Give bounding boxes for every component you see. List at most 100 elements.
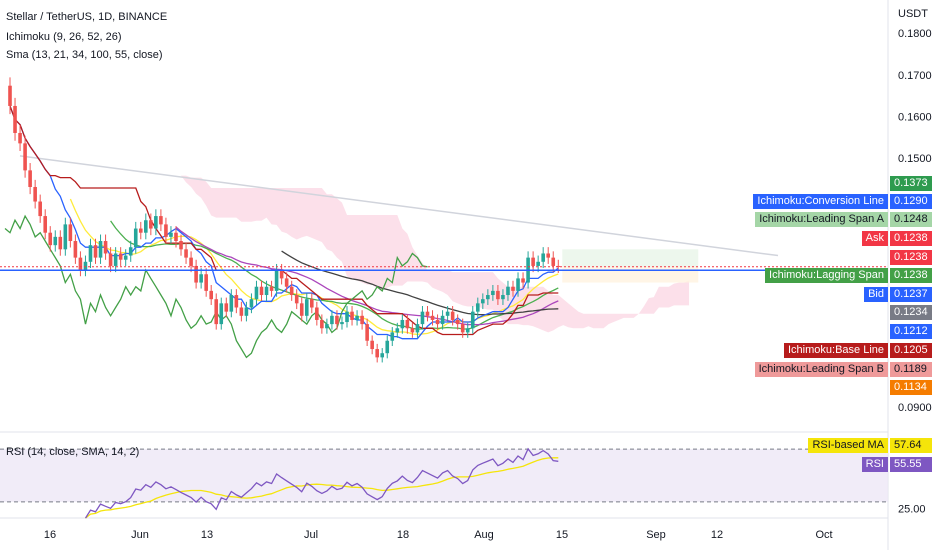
candle-body [98,241,103,258]
candle-body [144,220,148,233]
candle-body [209,290,213,300]
price-tag-value: 0.1373 [890,176,932,191]
candle-body [450,311,455,320]
price-tag-value: 0.1238 [890,231,932,246]
candle-body [249,299,254,308]
candle-body [541,253,545,262]
date-tick-label: 16 [44,529,56,541]
candle-body [491,290,495,296]
candle-body [536,261,540,266]
candle-body [133,228,138,248]
candle-body [400,319,405,329]
rsi-tag-label: RSI-based MA [808,438,888,453]
candle-body [546,253,551,258]
candle-body [325,324,329,329]
price-tag-value: 0.1234 [890,305,932,320]
price-tag-value: 0.1290 [890,194,932,209]
candle-body [420,311,425,325]
price-tag-value: 0.1189 [890,362,932,377]
candle-body [154,216,158,229]
candle-body [430,315,435,320]
candle-body [365,324,369,341]
date-tick-label: 12 [711,529,723,541]
candle-body [501,295,505,300]
price-tag-value: 0.1237 [890,287,932,302]
candle-body [219,303,224,325]
price-tick-label: 0.1700 [898,70,932,82]
candle-body [551,257,556,266]
currency-label: USDT [898,8,928,20]
candle-body [118,253,123,260]
price-tag-value: 0.1212 [890,324,932,339]
candle-body [496,290,500,300]
candle-body [511,286,515,291]
price-tag-label: Ichimoku:Leading Span B [754,362,888,377]
date-tick-label: Oct [815,529,832,541]
candle-body [128,247,133,256]
candle-body [48,232,53,246]
price-tag-label: Bid [864,287,888,302]
candle-body [315,307,319,320]
candle-body [108,253,113,266]
candle-body [350,311,354,320]
candle-body [13,105,17,133]
price-tag-label: Ichimoku:Leading Span A [755,212,888,227]
candle-body [204,274,208,291]
candle-body [486,295,490,300]
candle-body [58,236,63,250]
price-tick-label: 0.1600 [898,111,932,123]
rsi-legend[interactable]: RSI (14, close, SMA, 14, 2) [6,446,140,458]
candle-body [229,295,234,312]
candle-body [345,311,349,323]
candle-body [28,170,32,187]
date-tick-label: 18 [397,529,409,541]
trend-line [19,155,779,257]
candle-body [43,216,48,233]
base-line [9,105,559,336]
candle-body [189,257,193,266]
candle-body [521,278,525,283]
candle-body [440,315,445,325]
price-tag-value: 0.1238 [890,250,932,265]
sma-legend[interactable]: Sma (13, 21, 34, 100, 55, close) [6,49,163,61]
rsi-tag-value: 57.64 [890,438,932,453]
price-tag-label: Ask [861,231,888,246]
candle-body [330,315,334,325]
rsi-line [84,447,559,519]
symbol-title[interactable]: Stellar / TetherUS, 1D, BINANCE [6,11,168,23]
candle-body [93,245,98,258]
candle-body [289,286,294,296]
price-tag-value: 0.1238 [890,268,932,283]
candle-body [304,299,309,316]
candle-body [174,232,178,242]
ichimoku-legend[interactable]: Ichimoku (9, 26, 52, 26) [6,31,122,43]
candle-body [506,286,510,296]
candle-body [53,236,58,246]
price-tag-value: 0.1205 [890,343,932,358]
candle-body [63,224,68,250]
ichimoku-cloud [140,105,690,333]
candle-body [38,201,42,217]
loss-zone [562,266,699,283]
candle-body [264,286,269,296]
candle-body [113,253,118,266]
candle-body [194,265,198,283]
candle-body [33,186,37,202]
candle-body [179,241,183,250]
date-tick-label: Jul [304,529,318,541]
price-tag-value: 0.1248 [890,212,932,227]
candle-body [169,232,173,237]
date-tick-label: Sep [646,529,666,541]
price-tag-label: Ichimoku:Conversion Line [753,194,888,209]
candle-body [299,303,304,316]
rsi-tag-value: 55.55 [890,457,932,472]
candle-body [531,257,535,266]
candle-body [214,299,219,325]
candle-body [254,286,259,300]
sma-55-line [281,250,559,316]
candle-body [164,224,168,237]
candle-body [435,319,440,325]
candle-body [460,324,465,333]
candle-body [415,324,420,333]
